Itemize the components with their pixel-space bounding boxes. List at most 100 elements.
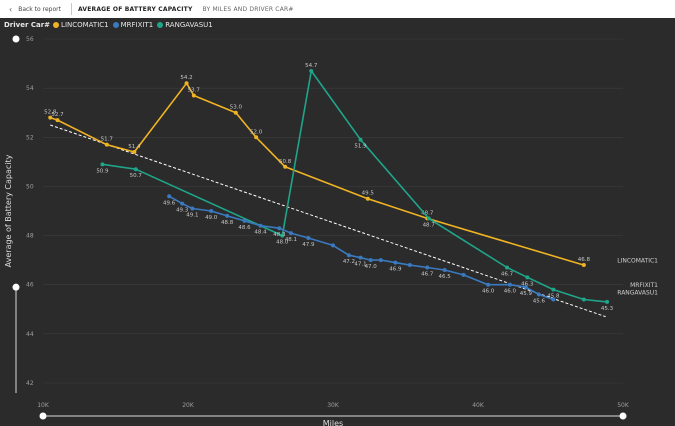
- data-point-rangavasu1[interactable]: [358, 137, 363, 142]
- data-point-mrfixit1[interactable]: [442, 267, 447, 272]
- data-point-mrfixit1[interactable]: [461, 272, 466, 277]
- data-point-mrfixit1[interactable]: [180, 201, 185, 206]
- data-label-rangavasu1: 48.7: [423, 222, 436, 228]
- data-point-rangavasu1[interactable]: [280, 233, 285, 238]
- data-point-mrfixit1[interactable]: [190, 206, 195, 211]
- legend-item-lincomatic1[interactable]: LINCOMATIC1: [53, 21, 109, 29]
- data-point-mrfixit1[interactable]: [407, 263, 412, 268]
- data-point-mrfixit1[interactable]: [167, 194, 172, 199]
- data-point-mrfixit1[interactable]: [277, 226, 282, 231]
- y-range-slider-top-handle[interactable]: [12, 35, 20, 43]
- data-point-mrfixit1[interactable]: [551, 297, 556, 302]
- data-point-mrfixit1[interactable]: [242, 218, 247, 223]
- data-label-rangavasu1: 50.7: [130, 173, 143, 179]
- data-point-rangavasu1[interactable]: [309, 68, 314, 73]
- data-point-lincomatic1[interactable]: [184, 81, 189, 86]
- x-tick-label: 40K: [472, 402, 485, 409]
- data-label-rangavasu1: 54.7: [305, 63, 318, 69]
- data-point-lincomatic1[interactable]: [132, 150, 137, 155]
- legend-item-mrfixit1[interactable]: MRFIXIT1: [112, 21, 153, 29]
- data-label-lincomatic1: 54.2: [180, 75, 192, 81]
- y-range-slider-bottom-handle[interactable]: [12, 283, 20, 291]
- topbar-divider: [70, 3, 72, 15]
- legend-title: Driver Car#: [4, 21, 51, 29]
- back-to-report-button[interactable]: ‹ Back to report: [9, 5, 61, 14]
- data-point-mrfixit1[interactable]: [486, 282, 491, 287]
- data-label-mrfixit1: 48.6: [238, 225, 251, 231]
- x-axis-title: Miles: [323, 419, 343, 426]
- data-label-rangavasu1: 46.3: [521, 281, 534, 287]
- data-label-mrfixit1: 48.3: [273, 232, 286, 238]
- x-tick-label: 10K: [37, 402, 50, 409]
- data-label-rangavasu1: 45.3: [601, 306, 614, 312]
- data-point-rangavasu1[interactable]: [133, 167, 138, 172]
- x-tick-label: 20K: [182, 402, 195, 409]
- data-point-mrfixit1[interactable]: [425, 265, 430, 270]
- data-label-mrfixit1: 45.9: [520, 291, 533, 297]
- data-point-rangavasu1[interactable]: [551, 287, 556, 292]
- x-tick-label: 50K: [617, 402, 630, 409]
- legend-label-rangavasu1: RANGAVASU1: [165, 21, 213, 29]
- data-point-rangavasu1[interactable]: [605, 299, 610, 304]
- data-label-rangavasu1: 45.8: [547, 294, 560, 300]
- data-point-lincomatic1[interactable]: [254, 135, 259, 140]
- legend-swatch-mrfixit1: [112, 22, 119, 28]
- data-label-mrfixit1: 49.6: [163, 200, 176, 206]
- data-point-lincomatic1[interactable]: [55, 118, 60, 123]
- data-point-mrfixit1[interactable]: [258, 223, 263, 228]
- data-label-lincomatic1: 48.7: [421, 210, 434, 216]
- data-point-mrfixit1[interactable]: [225, 213, 230, 218]
- data-point-mrfixit1[interactable]: [523, 285, 528, 290]
- data-point-rangavasu1[interactable]: [581, 297, 586, 302]
- chart-legend: Driver Car# LINCOMATIC1 MRFIXIT1 RANGAVA…: [4, 21, 217, 29]
- data-point-mrfixit1[interactable]: [209, 209, 214, 213]
- chevron-left-icon: ‹: [9, 4, 13, 14]
- data-point-mrfixit1[interactable]: [288, 231, 293, 236]
- visual-title: AVERAGE OF BATTERY CAPACITY: [77, 5, 193, 13]
- legend-item-rangavasu1[interactable]: RANGAVASU1: [157, 21, 213, 29]
- data-point-mrfixit1[interactable]: [358, 255, 363, 260]
- data-point-mrfixit1[interactable]: [378, 258, 383, 263]
- data-point-lincomatic1[interactable]: [365, 196, 370, 201]
- data-point-lincomatic1[interactable]: [48, 115, 53, 120]
- data-label-rangavasu1: 51.9: [354, 144, 367, 150]
- data-label-mrfixit1: 46.7: [421, 272, 434, 278]
- data-label-rangavasu1: 46.7: [501, 272, 514, 278]
- legend-label-lincomatic1: LINCOMATIC1: [61, 21, 109, 29]
- data-point-mrfixit1[interactable]: [331, 243, 335, 248]
- data-label-mrfixit1: 48.4: [254, 230, 267, 236]
- data-point-mrfixit1[interactable]: [507, 282, 512, 287]
- series-end-label-rangavasu1: RANGAVASU1: [617, 290, 658, 297]
- data-point-lincomatic1[interactable]: [104, 142, 109, 147]
- data-point-lincomatic1[interactable]: [283, 164, 288, 169]
- y-tick-label: 44: [26, 331, 34, 338]
- data-point-mrfixit1[interactable]: [536, 292, 541, 297]
- data-label-rangavasu1: 48.0: [276, 240, 289, 246]
- visual-subtitle: BY MILES AND DRIVER CAR#: [202, 5, 294, 13]
- series-end-label-lincomatic1: LINCOMATIC1: [617, 258, 658, 265]
- y-tick-label: 48: [26, 233, 34, 240]
- data-point-rangavasu1[interactable]: [100, 162, 105, 167]
- data-point-rangavasu1[interactable]: [426, 216, 431, 221]
- trend-line: [50, 124, 606, 318]
- data-point-mrfixit1[interactable]: [393, 260, 398, 265]
- data-point-rangavasu1[interactable]: [505, 265, 509, 270]
- data-point-lincomatic1[interactable]: [191, 93, 196, 98]
- data-label-mrfixit1: 45.6: [533, 299, 546, 305]
- x-range-slider-left-handle[interactable]: [39, 412, 47, 420]
- data-label-mrfixit1: 49.1: [186, 213, 198, 219]
- data-label-mrfixit1: 49.3: [176, 208, 189, 214]
- data-label-rangavasu1: 50.9: [96, 168, 109, 174]
- y-axis-title: Average of Battery Capacity: [4, 154, 13, 267]
- data-label-mrfixit1: 47.0: [365, 264, 378, 270]
- x-tick-label: 30K: [327, 402, 340, 409]
- data-point-lincomatic1[interactable]: [581, 263, 586, 268]
- data-point-mrfixit1[interactable]: [346, 253, 351, 258]
- data-point-rangavasu1[interactable]: [525, 275, 530, 280]
- data-point-mrfixit1[interactable]: [368, 258, 373, 263]
- data-point-lincomatic1[interactable]: [233, 110, 238, 115]
- x-range-slider-right-handle[interactable]: [619, 412, 627, 420]
- data-label-lincomatic1: 46.8: [578, 257, 591, 263]
- data-point-mrfixit1[interactable]: [306, 236, 311, 241]
